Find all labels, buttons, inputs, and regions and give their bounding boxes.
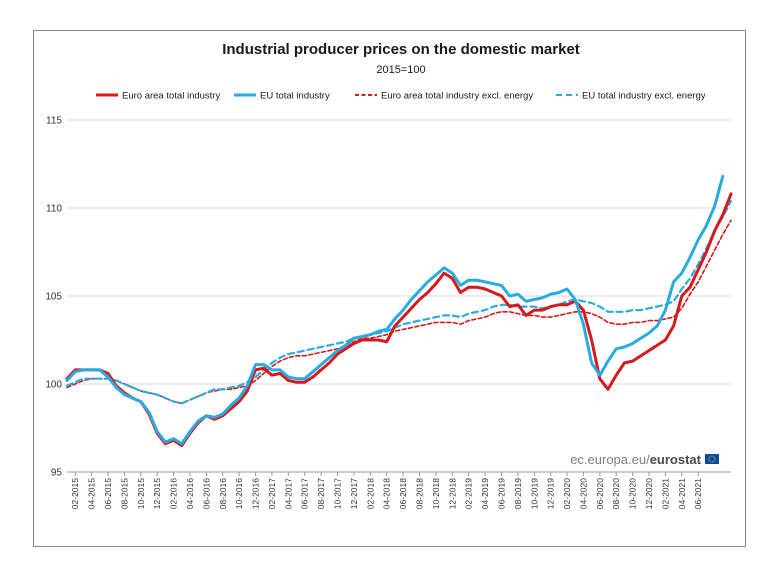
x-tick-label: 10-2018 — [431, 478, 441, 509]
x-tick-label: 06-2021 — [693, 478, 703, 509]
y-tick-label: 110 — [46, 204, 62, 215]
series-line-eu-total-industry — [65, 174, 725, 446]
gridlines — [67, 119, 731, 473]
x-tick-label: 06-2019 — [496, 478, 506, 509]
y-tick-label: 100 — [45, 380, 62, 391]
x-tick-label: 02-2016 — [169, 478, 179, 509]
x-tick-label: 04-2017 — [283, 478, 293, 509]
chart-title: Industrial producer prices on the domest… — [222, 41, 580, 58]
x-tick-label: 06-2016 — [201, 478, 211, 509]
x-tick-label: 02-2019 — [464, 478, 474, 509]
chart-legend: Euro area total industry EU total industr… — [96, 91, 706, 102]
x-tick-label: 10-2019 — [529, 478, 539, 509]
source-eurostat-bold: eurostat — [650, 452, 702, 467]
x-axis: 02-2015 04-2015 06-2015 08-2015 10-2015 12-20… — [70, 472, 703, 509]
x-tick-label: 12-2019 — [546, 478, 556, 509]
x-tick-label: 08-2015 — [119, 478, 129, 509]
series-line-eu-total-industry-excl-energy — [65, 199, 733, 405]
x-tick-label: 08-2018 — [414, 478, 424, 509]
y-axis-ticks: 95 100 105 110 115 — [45, 116, 62, 479]
y-tick-label: 105 — [45, 292, 62, 303]
svg-text:ec.europa.eu/eurostat: ec.europa.eu/eurostat — [570, 452, 701, 467]
x-tick-label: 08-2016 — [218, 478, 228, 509]
x-tick-label: 12-2017 — [349, 478, 359, 509]
x-tick-label: 04-2018 — [382, 478, 392, 509]
x-tick-label: 08-2019 — [513, 478, 523, 509]
series-line-euro-area-total-industry-excl-energy — [66, 219, 732, 405]
x-tick-label: 02-2020 — [562, 478, 572, 509]
x-tick-label: 10-2016 — [234, 478, 244, 509]
x-tick-label: 10-2020 — [628, 478, 638, 509]
x-tick-label: 06-2020 — [595, 478, 605, 509]
x-tick-label: 08-2020 — [611, 478, 621, 509]
chart-frame: Industrial producer prices on the domest… — [33, 30, 746, 547]
legend-label: EU total industry — [260, 91, 330, 102]
y-tick-label: 115 — [46, 116, 62, 127]
series-line-euro-area-total-industry — [65, 192, 733, 448]
legend-label: Euro area total industry — [122, 91, 220, 102]
x-tick-label: 04-2020 — [578, 478, 588, 509]
source-url-light: ec.europa.eu/ — [570, 452, 650, 467]
x-tick-label: 12-2016 — [251, 478, 261, 509]
x-tick-label: 06-2017 — [300, 478, 310, 509]
x-tick-label: 06-2015 — [103, 478, 113, 509]
legend-label: Euro area total industry excl. energy — [381, 91, 533, 102]
x-tick-label: 02-2017 — [267, 478, 277, 509]
chart-canvas: Industrial producer prices on the domest… — [45, 41, 733, 509]
x-tick-label: 04-2016 — [185, 478, 195, 509]
x-tick-label: 10-2015 — [136, 478, 146, 509]
x-tick-label: 02-2021 — [660, 478, 670, 509]
x-tick-label: 04-2021 — [677, 478, 687, 509]
series-layer — [65, 174, 733, 448]
x-tick-label: 04-2015 — [87, 478, 97, 509]
x-tick-label: 12-2015 — [152, 478, 162, 509]
legend-label: EU total industry excl. energy — [582, 91, 706, 102]
x-tick-label: 04-2019 — [480, 478, 490, 509]
x-tick-label: 06-2018 — [398, 478, 408, 509]
x-tick-label: 02-2015 — [70, 478, 80, 509]
y-tick-label: 95 — [51, 468, 63, 479]
x-tick-label: 02-2018 — [365, 478, 375, 509]
eu-flag-icon — [705, 454, 719, 464]
chart-subtitle: 2015=100 — [376, 64, 425, 76]
x-tick-label: 12-2018 — [447, 478, 457, 509]
x-tick-label: 10-2017 — [333, 478, 343, 509]
x-tick-label: 12-2020 — [644, 478, 654, 509]
x-tick-label: 08-2017 — [316, 478, 326, 509]
source-credit: ec.europa.eu/eurostat — [570, 452, 719, 467]
